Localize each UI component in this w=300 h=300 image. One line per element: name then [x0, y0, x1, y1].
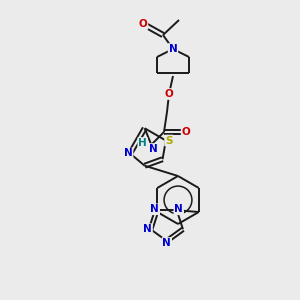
Text: N: N [162, 238, 171, 248]
Text: N: N [150, 204, 159, 214]
Text: N: N [148, 144, 158, 154]
Text: O: O [165, 89, 173, 99]
Text: O: O [182, 127, 190, 137]
Text: N: N [124, 148, 133, 158]
Text: S: S [165, 136, 172, 146]
Text: O: O [139, 19, 147, 29]
Text: N: N [143, 224, 152, 234]
Text: N: N [174, 204, 183, 214]
Text: N: N [169, 44, 177, 54]
Text: H: H [138, 138, 147, 148]
